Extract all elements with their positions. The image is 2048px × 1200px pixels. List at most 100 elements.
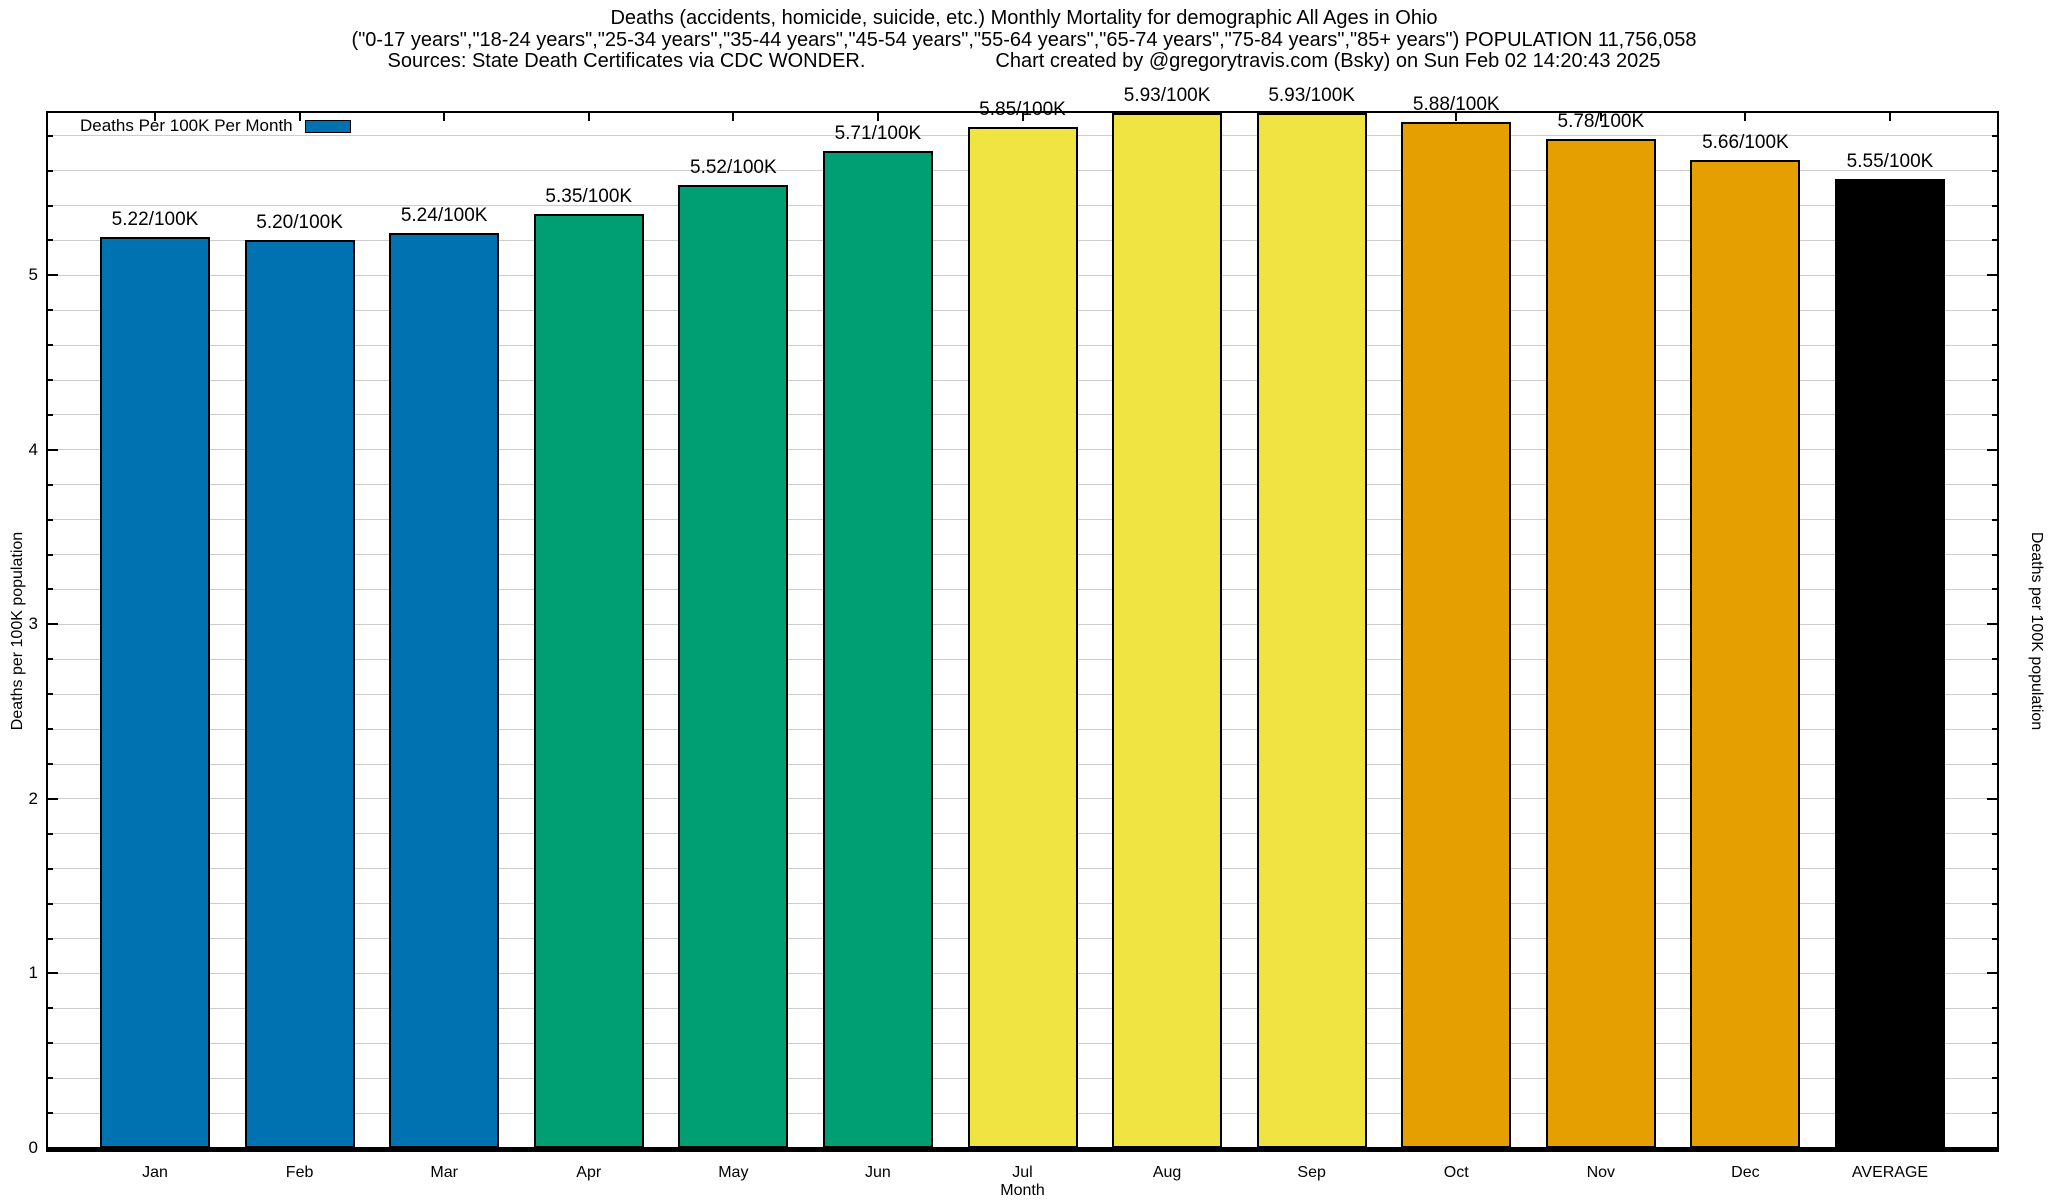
- y-minor-tick-left: [48, 1042, 53, 1045]
- y-minor-tick-left: [48, 867, 53, 870]
- y-minor-tick-right: [1992, 169, 1997, 172]
- y-minor-tick-right: [1992, 1077, 1997, 1080]
- bar-mar: [389, 233, 500, 1148]
- bar-sep: [1256, 113, 1367, 1148]
- chart-sources-text: Sources: State Death Certificates via CD…: [387, 50, 866, 72]
- bar-oct: [1401, 121, 1512, 1148]
- y-minor-tick-left: [48, 309, 53, 312]
- legend-label: Deaths Per 100K Per Month: [80, 116, 293, 135]
- y-major-tick-right: [1987, 797, 1997, 800]
- bar-nov: [1545, 139, 1656, 1148]
- y-minor-tick-left: [48, 588, 53, 591]
- y-minor-tick-left: [48, 518, 53, 521]
- bar-value-label: 5.78/100K: [1557, 111, 1645, 133]
- chart-title-line2: ("0-17 years","18-24 years","25-34 years…: [351, 28, 1697, 51]
- x-tick-label: Jan: [142, 1164, 168, 1181]
- y-minor-tick-left: [48, 728, 53, 731]
- y-minor-tick-left: [48, 239, 53, 242]
- y-tick-label: 4: [28, 439, 38, 459]
- y-minor-tick-right: [1992, 413, 1997, 416]
- x-category-tick-top: [298, 113, 301, 121]
- bar-value-label: 5.93/100K: [1123, 85, 1211, 106]
- x-tick-label: Jun: [865, 1164, 891, 1181]
- x-axis-line: [46, 1147, 1999, 1152]
- y-minor-tick-left: [48, 1112, 53, 1115]
- y-major-tick-right: [1987, 274, 1997, 277]
- bar-value-label: 5.22/100K: [111, 208, 199, 230]
- y-major-tick-left: [48, 623, 58, 626]
- y-minor-tick-right: [1992, 693, 1997, 696]
- y-tick-label: 5: [28, 265, 38, 285]
- x-category-tick-top: [1889, 113, 1891, 121]
- y-minor-tick-right: [1992, 937, 1997, 940]
- bar-value-label: 5.66/100K: [1702, 132, 1789, 154]
- y-minor-tick-right: [1992, 728, 1997, 731]
- y-minor-tick-left: [48, 763, 53, 766]
- x-tick-label: Oct: [1443, 1164, 1469, 1181]
- y-minor-tick-right: [1992, 763, 1997, 766]
- y-minor-tick-right: [1992, 588, 1997, 591]
- y-minor-tick-right: [1992, 902, 1997, 905]
- x-tick-label: Mar: [430, 1164, 458, 1181]
- y-major-tick-left: [48, 797, 58, 800]
- y-minor-tick-left: [48, 379, 53, 382]
- y-tick-label: 1: [28, 963, 38, 983]
- bar-value-label: 5.20/100K: [256, 212, 343, 234]
- x-tick-label: Nov: [1586, 1164, 1616, 1181]
- bar-jan: [100, 236, 210, 1148]
- x-tick-label: Apr: [576, 1164, 602, 1181]
- x-category-tick-top: [732, 113, 735, 121]
- y-minor-tick-left: [48, 413, 53, 416]
- y-minor-tick-right: [1992, 483, 1997, 486]
- y-major-tick-left: [48, 972, 58, 975]
- bar-jul: [967, 126, 1078, 1148]
- x-category-tick-top: [1744, 113, 1747, 121]
- x-category-tick-top: [876, 113, 879, 121]
- x-category-tick-top: [1021, 113, 1024, 121]
- legend-color-swatch: [304, 119, 351, 133]
- y-minor-tick-left: [48, 204, 53, 207]
- chart-title-line3: Sources: State Death Certificates via CD…: [0, 50, 2048, 73]
- bar-jun: [822, 151, 933, 1148]
- y-minor-tick-right: [1992, 379, 1997, 382]
- y-minor-tick-right: [1992, 344, 1997, 347]
- y-minor-tick-left: [48, 483, 53, 486]
- x-category-tick-top: [1599, 113, 1602, 121]
- y-minor-tick-left: [48, 937, 53, 940]
- y-minor-tick-left: [48, 1077, 53, 1080]
- y-major-tick-right: [1987, 972, 1997, 975]
- y-minor-tick-right: [1992, 1007, 1997, 1010]
- chart-title-line1: Deaths (accidents, homicide, suicide, et…: [610, 7, 1438, 29]
- y-tick-label: 3: [28, 614, 38, 634]
- bar-value-label: 5.24/100K: [400, 205, 488, 227]
- bar-value-label: 5.71/100K: [834, 123, 922, 145]
- y-minor-tick-left: [48, 658, 53, 661]
- bar-may: [678, 184, 789, 1148]
- y-minor-tick-left: [48, 553, 53, 556]
- legend: Deaths Per 100K Per Month: [80, 116, 351, 136]
- y-major-tick-right: [1987, 623, 1997, 626]
- x-category-tick-top: [587, 113, 590, 121]
- x-axis-title: Month: [1000, 1182, 1045, 1199]
- bar-value-label: 5.55/100K: [1846, 151, 1934, 173]
- y-major-tick-right: [1987, 448, 1997, 451]
- bar-dec: [1690, 160, 1801, 1148]
- y-minor-tick-right: [1992, 832, 1997, 835]
- bar-aug: [1112, 113, 1223, 1148]
- bar-value-label: 5.35/100K: [545, 186, 633, 208]
- y-minor-tick-right: [1992, 309, 1997, 312]
- y-minor-tick-left: [48, 693, 53, 696]
- x-tick-label: Aug: [1152, 1164, 1182, 1181]
- y-minor-tick-right: [1992, 204, 1997, 207]
- y-minor-tick-left: [48, 902, 53, 905]
- x-category-tick-top: [443, 113, 446, 121]
- y-minor-tick-right: [1992, 518, 1997, 521]
- y-minor-tick-right: [1992, 658, 1997, 661]
- y-minor-tick-left: [48, 134, 53, 137]
- x-tick-label: Dec: [1731, 1164, 1760, 1181]
- bar-feb: [244, 240, 355, 1148]
- y-major-tick-left: [48, 274, 58, 277]
- y-tick-label: 2: [28, 788, 38, 808]
- x-category-tick-top: [154, 113, 156, 121]
